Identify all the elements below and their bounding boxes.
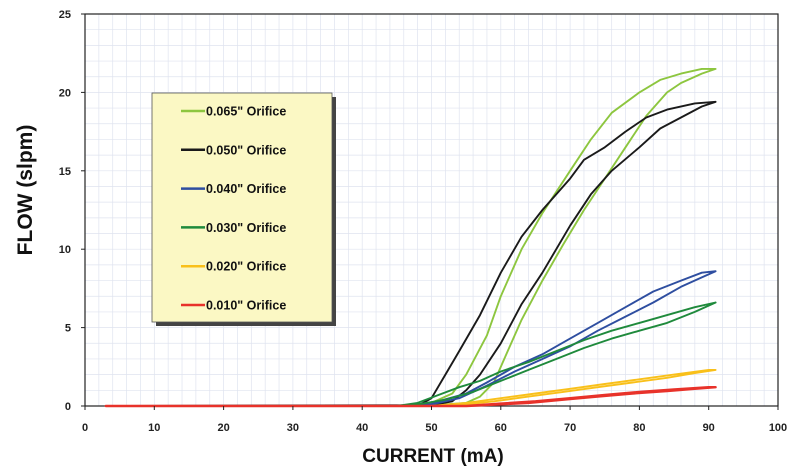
x-tick-label: 70 <box>564 422 576 434</box>
series-line-6 <box>104 386 717 408</box>
x-tick-label: 90 <box>703 422 715 434</box>
legend-label: 0.065" Orifice <box>206 105 286 119</box>
x-tick-label: 30 <box>287 422 299 434</box>
y-tick-label: 25 <box>59 9 71 21</box>
y-tick-label: 0 <box>65 401 71 413</box>
legend-box <box>151 92 333 323</box>
legend: 0.065" Orifice 0.050" Orifice 0.040" Orifi… <box>151 92 336 326</box>
x-tick-label: 10 <box>148 422 160 434</box>
y-tick-label: 15 <box>59 166 71 178</box>
series-line-1 <box>104 67 717 407</box>
series-line-2 <box>104 100 717 407</box>
legend-label: 0.010" Orifice <box>206 299 286 313</box>
legend-label: 0.020" Orifice <box>206 260 286 274</box>
series-line-5 <box>104 368 717 407</box>
legend-label: 0.050" Orifice <box>206 143 286 157</box>
x-tick-label: 0 <box>82 422 88 434</box>
legend-label: 0.040" Orifice <box>206 182 286 196</box>
series-layer <box>104 67 717 408</box>
x-tick-label: 60 <box>495 422 507 434</box>
x-tick-label: 50 <box>425 422 437 434</box>
x-tick-label: 100 <box>769 422 787 434</box>
x-tick-label: 80 <box>633 422 645 434</box>
y-axis-title: FLOW (slpm) <box>14 125 37 256</box>
x-axis-title: CURRENT (mA) <box>362 446 503 467</box>
axis-ticks: 0 10 20 30 40 50 60 70 80 90 100 0 5 10 15 20 25 <box>59 9 787 434</box>
y-tick-label: 10 <box>59 244 71 256</box>
series-line-4 <box>104 301 717 407</box>
x-tick-label: 40 <box>356 422 368 434</box>
legend-label: 0.030" Orifice <box>206 221 286 235</box>
x-tick-label: 20 <box>217 422 229 434</box>
y-tick-label: 20 <box>59 87 71 99</box>
series-line-3 <box>104 270 717 407</box>
y-tick-label: 5 <box>65 323 71 335</box>
